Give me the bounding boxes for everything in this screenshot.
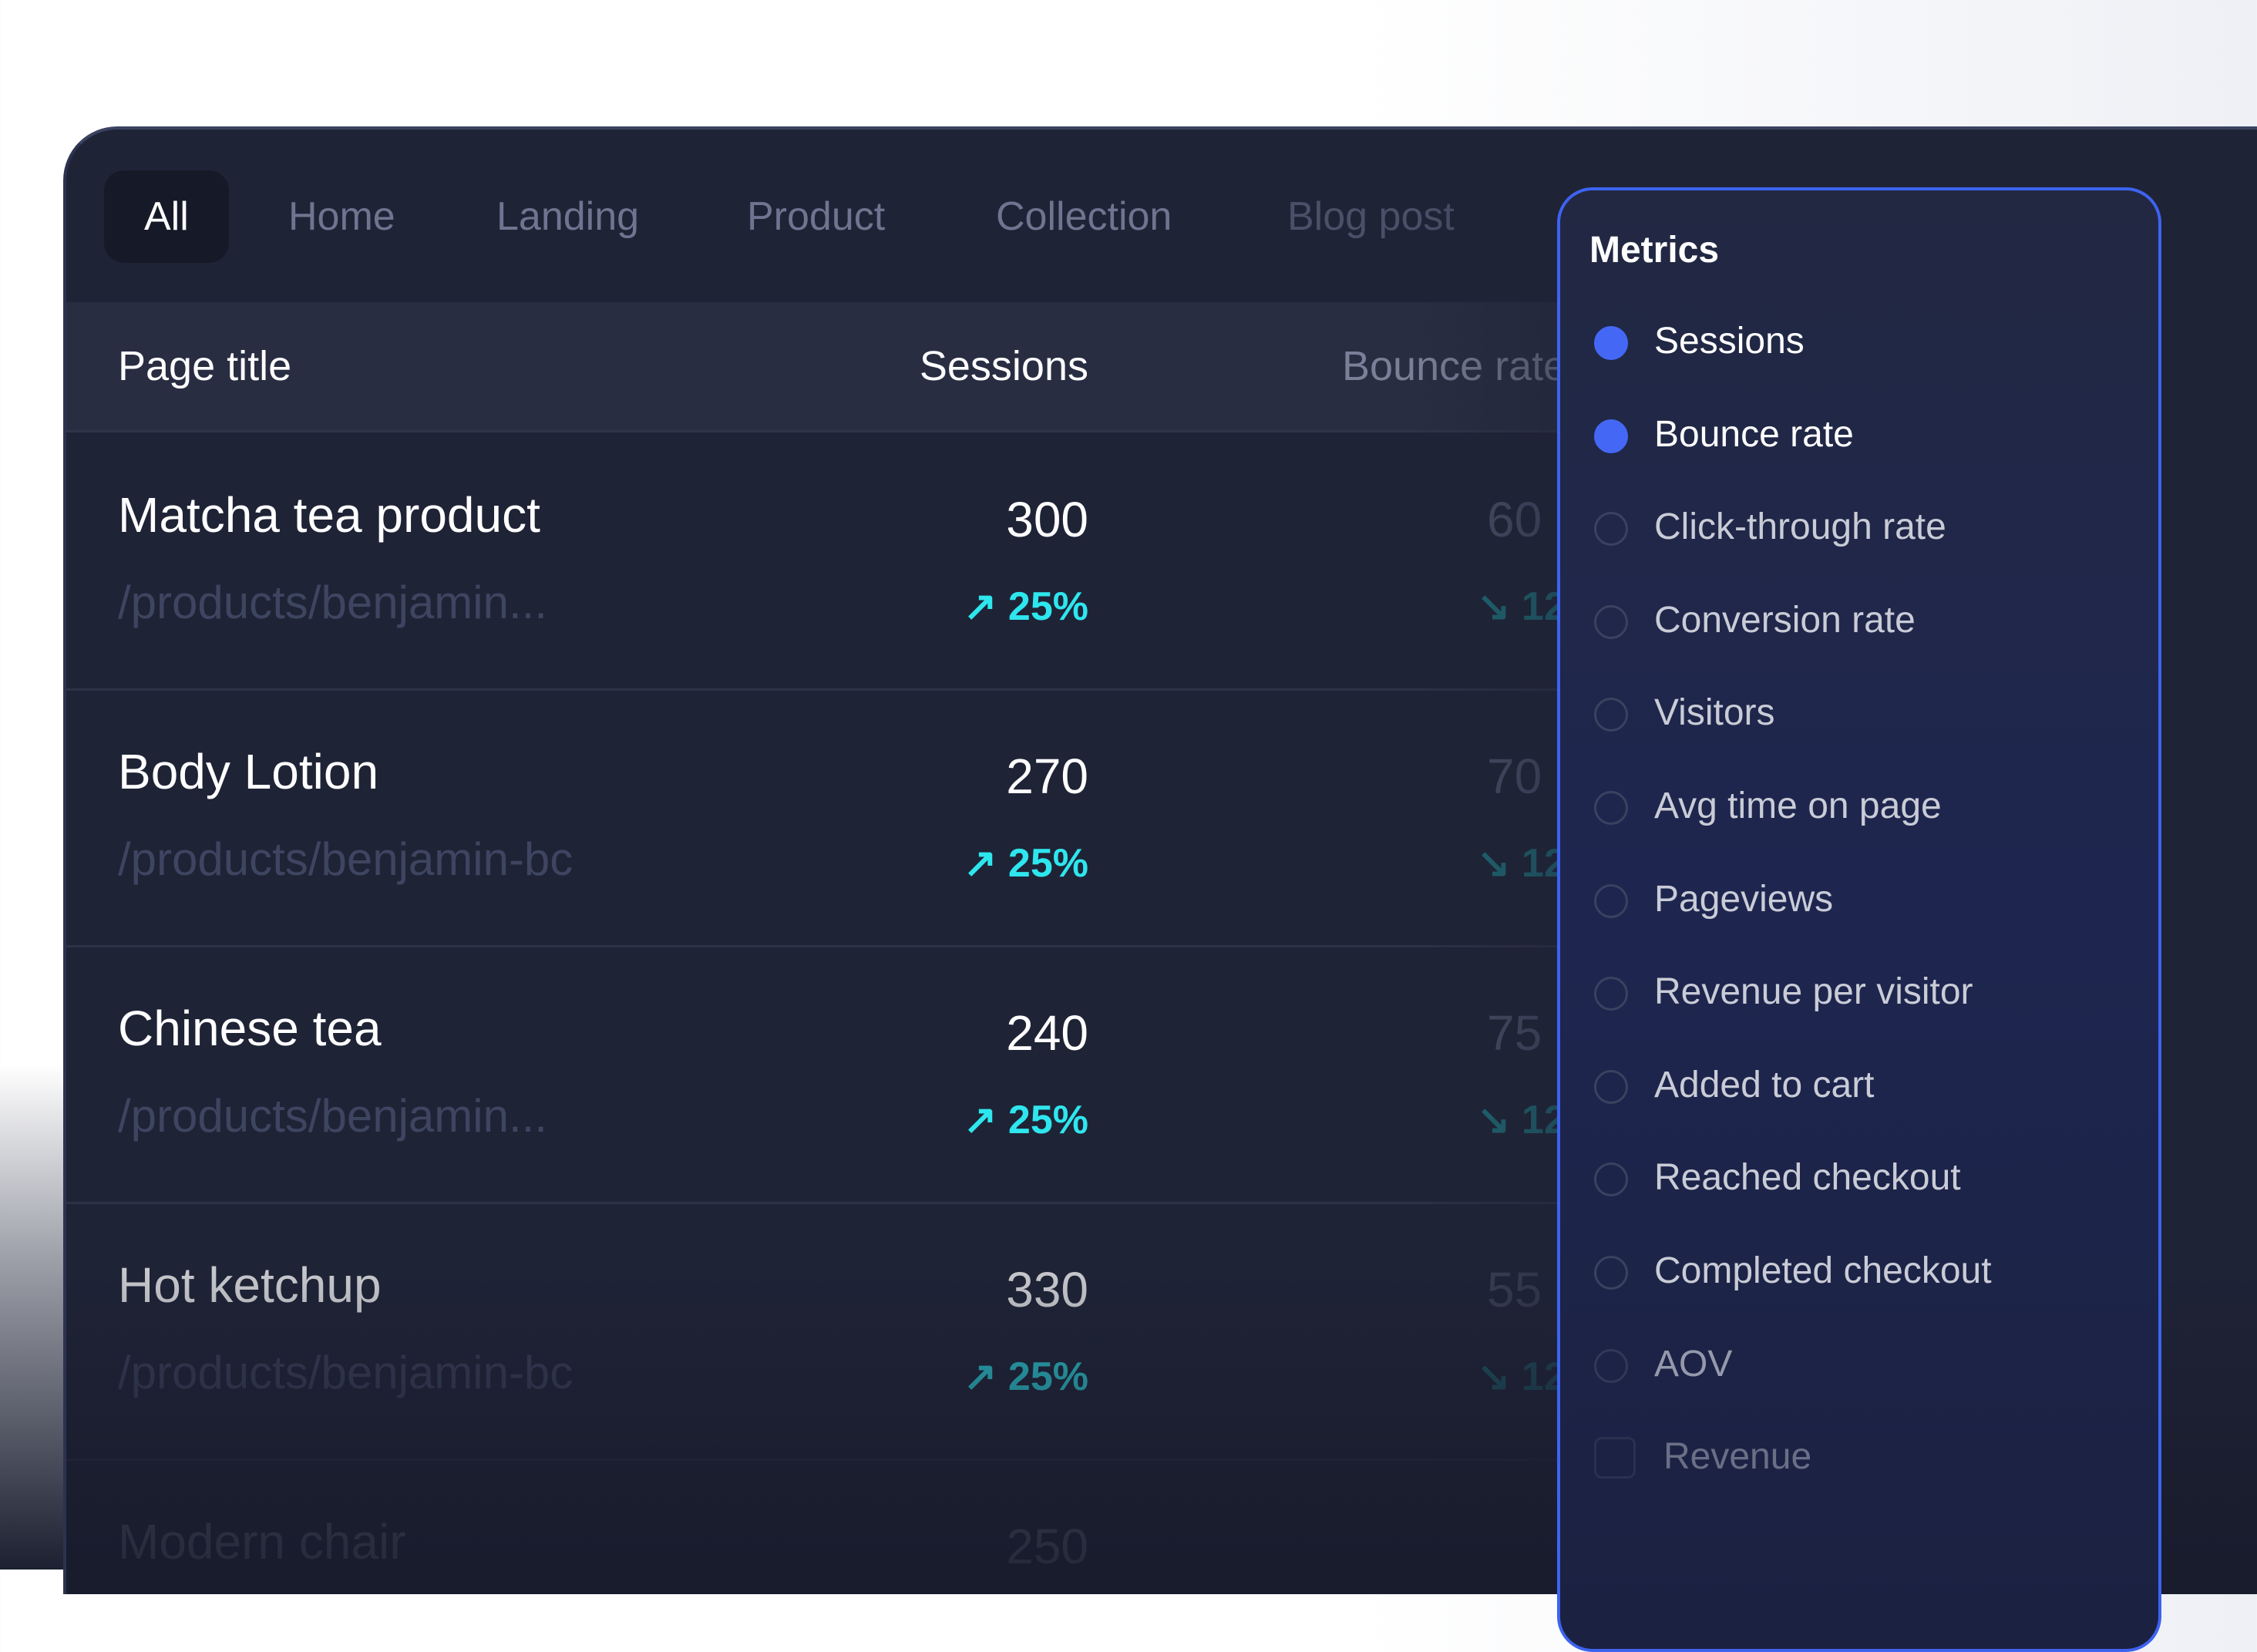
metric-label: Added to cart [1654,1064,1875,1105]
sessions-delta: ↗ 25% [964,840,1088,887]
table-header: Page title Sessions Bounce rate [66,302,1608,432]
radio-button[interactable] [1594,1256,1628,1290]
metrics-title: Metrics [1589,230,1720,271]
row-title[interactable]: Body Lotion [118,744,379,799]
sessions-delta: ↗ 25% [964,584,1088,630]
column-page-title[interactable]: Page title [118,343,292,389]
table-row[interactable]: Chinese tea 240/products/benjamin... ↗ 25%… [66,946,1608,1204]
row-path: /products/benjamin... [118,1090,547,1142]
arrow-up-right-icon: ↗ [963,1098,997,1142]
table-row[interactable]: Modern chair 250 [66,1459,1608,1594]
table-row[interactable]: Body Lotion 270/products/benjamin-bc ↗ 25%… [66,689,1608,947]
radio-button[interactable] [1594,419,1628,453]
table-row[interactable]: Hot ketchup 330/products/benjamin-bc ↗ 25%… [66,1203,1608,1461]
metric-label: Revenue per visitor [1654,971,1973,1013]
tab-collection[interactable]: Collection [996,194,1172,239]
bounce-value: 55 [1487,1262,1542,1317]
radio-button[interactable] [1594,791,1628,825]
sessions-delta: ↗ 25% [964,1097,1088,1143]
metric-label: Completed checkout [1654,1250,1992,1291]
radio-button[interactable] [1594,326,1628,360]
checkbox[interactable] [1594,1437,1636,1479]
row-title[interactable]: Modern chair [118,1514,406,1570]
radio-button[interactable] [1594,977,1628,1011]
row-path: /products/benjamin-bc [118,833,574,885]
bounce-delta: ↘ 12 [1477,584,1566,630]
sessions-value: 330 [1006,1262,1088,1317]
metric-label: Conversion rate [1654,599,1916,641]
sessions-delta-value: 25% [1007,1354,1088,1399]
sessions-value: 300 [1006,492,1088,547]
bounce-value: 75 [1487,1005,1542,1061]
row-path: /products/benjamin... [118,577,547,628]
arrow-up-right-icon: ↗ [963,841,997,886]
radio-button[interactable] [1594,604,1628,639]
metric-label: Sessions [1654,321,1805,362]
metric-label: Pageviews [1654,878,1834,920]
row-title[interactable]: Chinese tea [118,1001,382,1056]
radio-button[interactable] [1594,883,1628,918]
metric-label: Avg time on page [1654,786,1942,826]
radio-button[interactable] [1594,512,1628,547]
table-row[interactable]: Matcha tea product 300/products/benjamin.… [66,432,1608,691]
arrow-up-right-icon: ↗ [963,584,997,629]
row-title[interactable]: Matcha tea product [118,487,540,543]
metric-label: Visitors [1654,692,1775,734]
bounce-value: 60 [1487,492,1542,547]
arrow-down-right-icon: ↘ [1477,1354,1511,1399]
sessions-value: 240 [1006,1005,1088,1061]
arrow-down-right-icon: ↘ [1477,841,1511,886]
sessions-value: 270 [1006,749,1088,804]
column-bounce-rate[interactable]: Bounce rate [1342,343,1567,389]
bounce-delta: ↘ 12 [1477,1097,1566,1143]
sessions-value: 250 [1006,1519,1088,1574]
tab-product[interactable]: Product [747,194,886,239]
tab-home[interactable]: Home [288,194,395,239]
metric-label: Revenue [1663,1436,1812,1478]
row-title[interactable]: Hot ketchup [118,1257,382,1313]
metric-label: Click-through rate [1654,506,1946,548]
bounce-value: 70 [1487,749,1542,804]
arrow-up-right-icon: ↗ [963,1354,997,1399]
metric-label: AOV [1654,1343,1733,1385]
metric-label: Bounce rate [1654,413,1854,455]
tab-blog-post[interactable]: Blog post [1287,194,1455,239]
bounce-delta: ↘ 12 [1477,840,1566,887]
arrow-down-right-icon: ↘ [1477,584,1511,629]
tab-landing[interactable]: Landing [496,194,640,239]
column-sessions[interactable]: Sessions [919,343,1088,389]
radio-button[interactable] [1594,698,1628,732]
sessions-delta: ↗ 25% [964,1354,1088,1400]
row-path: /products/benjamin-bc [118,1347,574,1398]
arrow-down-right-icon: ↘ [1477,1098,1511,1142]
sessions-delta-value: 25% [1007,1098,1088,1142]
sessions-delta-value: 25% [1007,584,1088,629]
metrics-panel: Metrics Sessions Bounce rate Click-throu… [1557,187,2161,1652]
sessions-delta-value: 25% [1007,841,1088,886]
radio-button[interactable] [1594,1348,1628,1383]
radio-button[interactable] [1594,1162,1628,1197]
background-fade [0,1064,63,1570]
bounce-delta: ↘ 12 [1477,1354,1566,1400]
metric-label: Reached checkout [1654,1157,1961,1199]
radio-button[interactable] [1594,1069,1628,1104]
tab-all[interactable]: All [104,170,229,263]
